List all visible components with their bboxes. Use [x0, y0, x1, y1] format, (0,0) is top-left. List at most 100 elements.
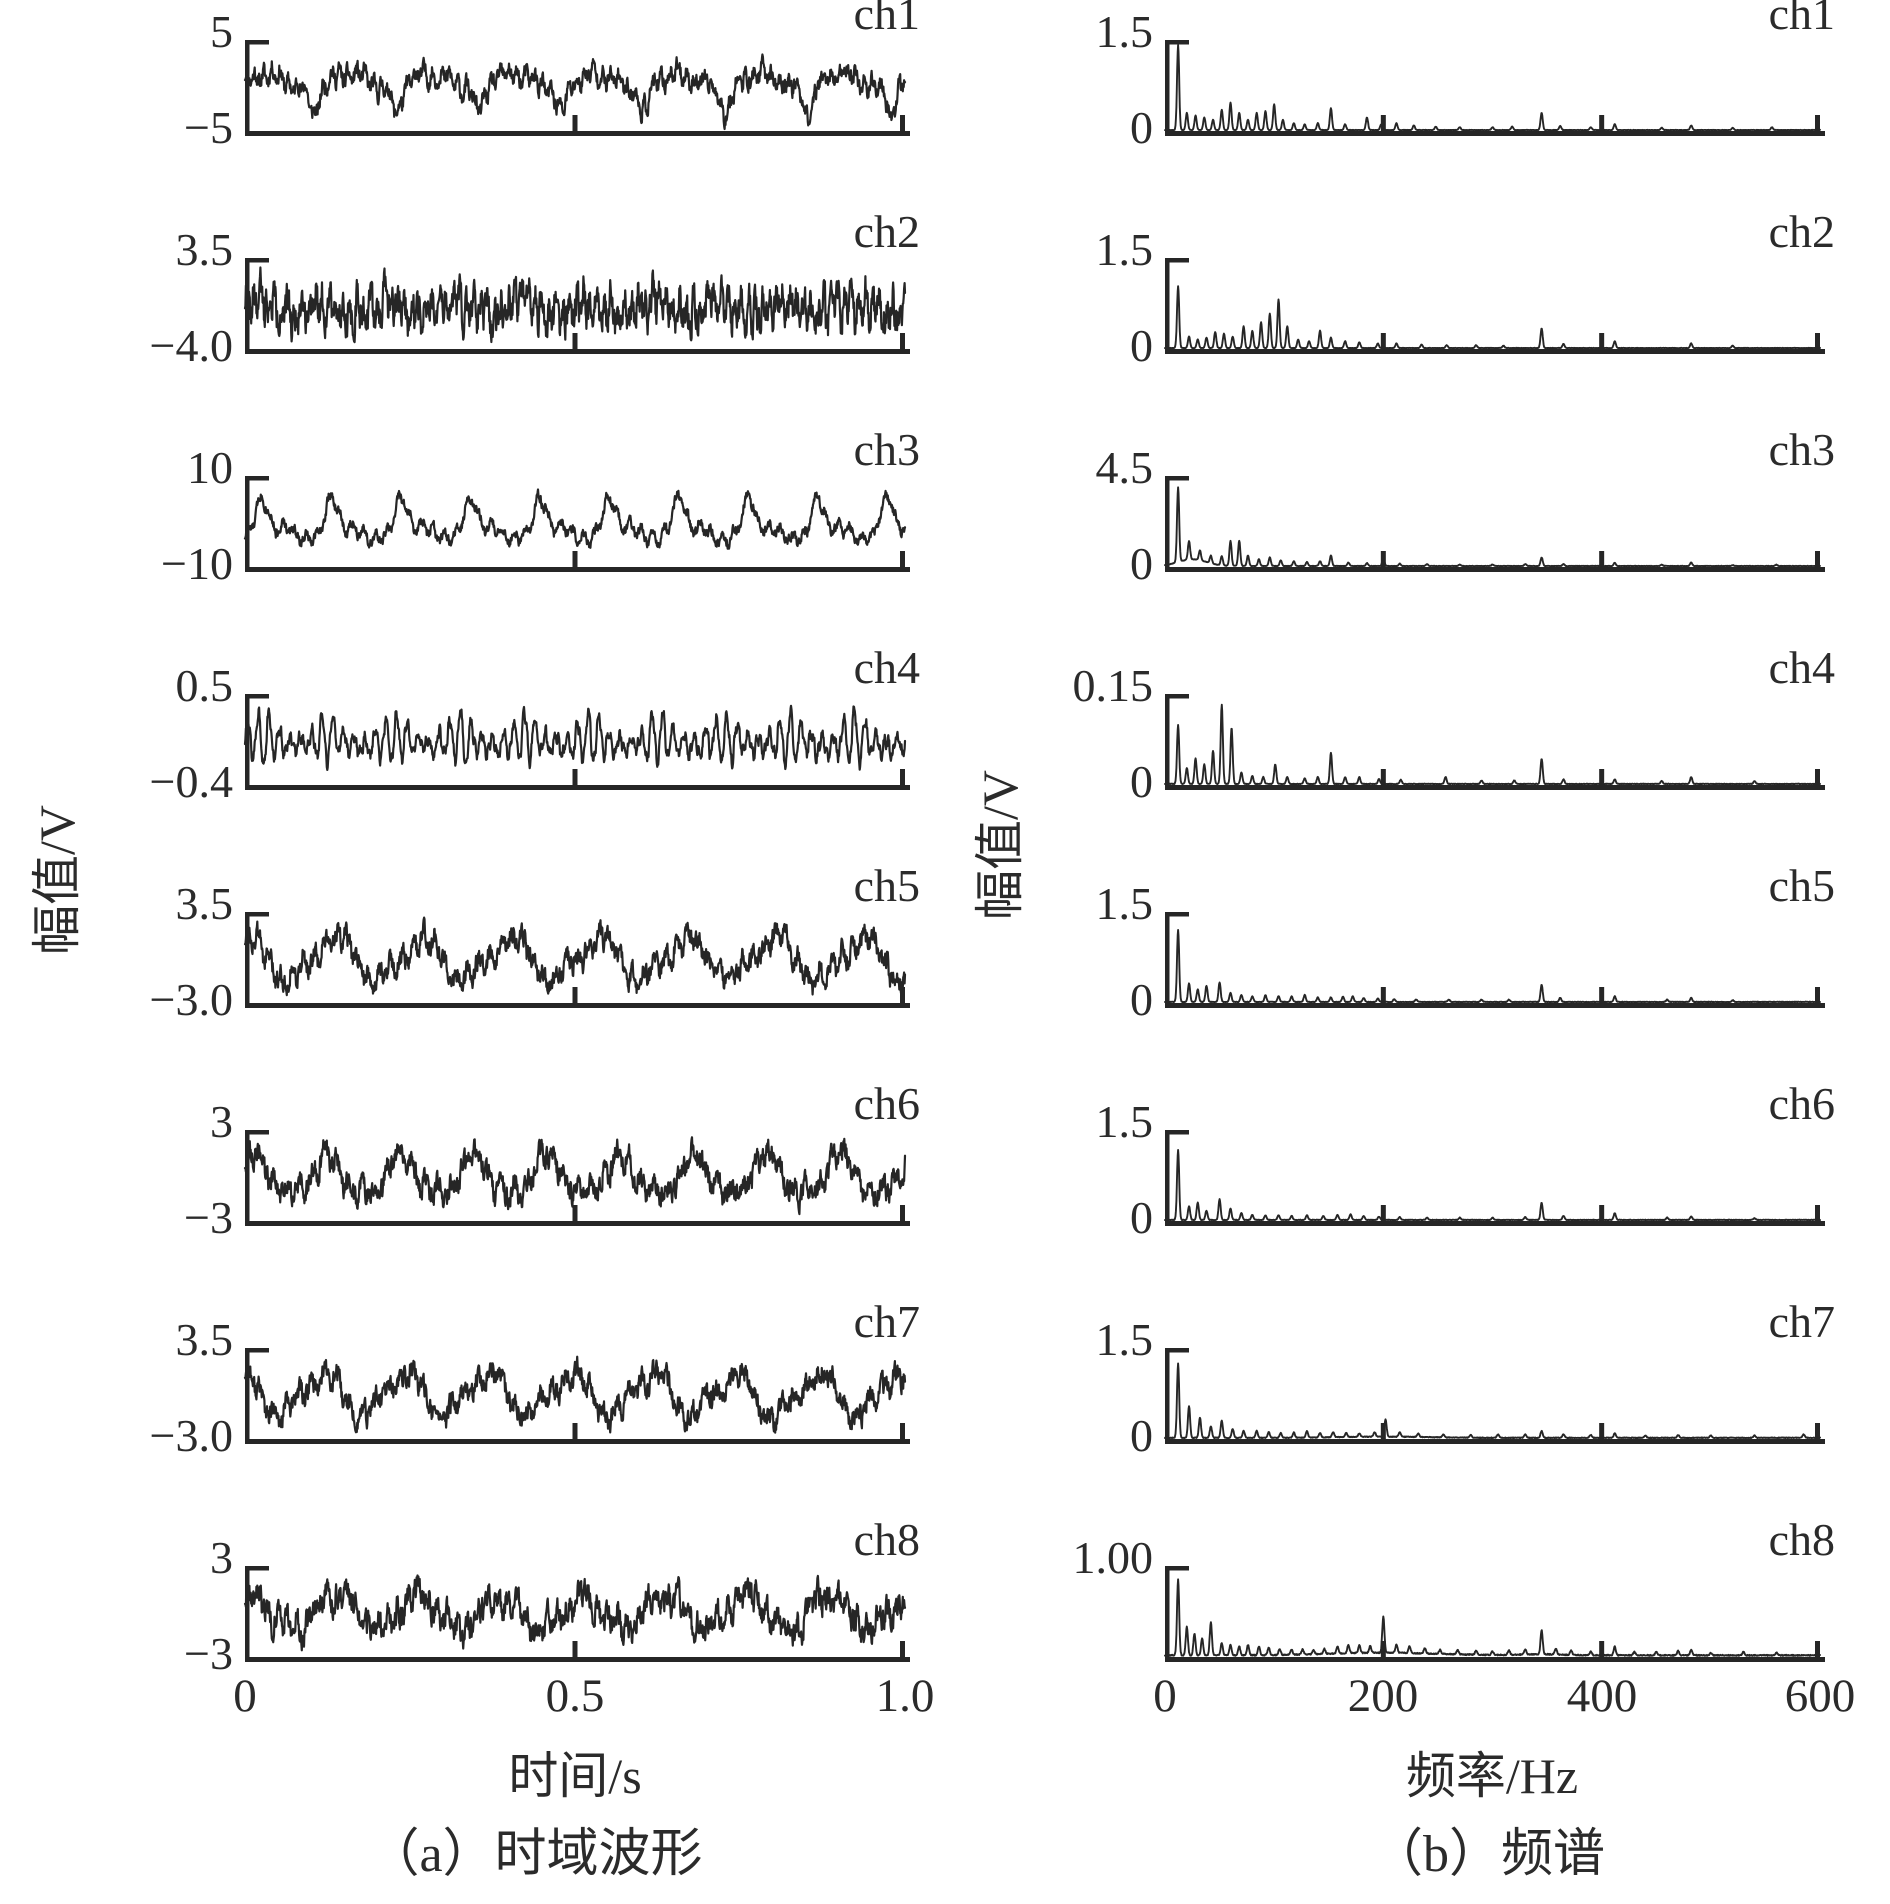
y-max-tick [1165, 258, 1189, 263]
time-x-axis-title: 时间/s [508, 1748, 642, 1804]
x-tick-600 [1815, 769, 1820, 785]
spectrum-ymax-label-ch2: 1.5 [1095, 224, 1154, 275]
y-max-tick [245, 694, 269, 699]
y-max-tick [1165, 694, 1189, 699]
time-channel-label-ch2: ch2 [853, 206, 920, 257]
time-plot-ch1 [243, 40, 910, 136]
x-tick-400 [1599, 551, 1605, 567]
x-tick-200 [1380, 769, 1386, 785]
time-xtick-0: 0 [233, 1670, 257, 1722]
x-tick-200 [1380, 551, 1386, 567]
y-axis-line [1165, 912, 1170, 1008]
x-tick-600 [1815, 333, 1820, 349]
y-axis-line [245, 912, 250, 1008]
x-tick-200 [1380, 1423, 1386, 1439]
x-tick-600 [1815, 1641, 1820, 1657]
x-axis-line [1165, 349, 1825, 354]
spectrum-ymax-label-ch3: 4.5 [1095, 442, 1154, 493]
freq-xtick-600: 600 [1784, 1670, 1856, 1722]
spectrum-channel-label-ch5: ch5 [1768, 860, 1835, 911]
y-max-tick [1165, 40, 1189, 45]
x-tick-400 [1599, 333, 1605, 349]
y-max-tick [1165, 476, 1189, 481]
time-trace-ch5 [243, 916, 907, 997]
x-tick-0.5 [572, 987, 578, 1003]
spectrum-trace-ch7 [1164, 1362, 1821, 1440]
y-max-tick [1165, 1566, 1189, 1571]
x-tick-600 [1815, 1423, 1820, 1439]
spectrum-plot-ch5 [1164, 912, 1825, 1008]
x-tick-400 [1599, 115, 1605, 131]
y-max-tick [245, 1348, 269, 1353]
spectrum-ymax-label-ch6: 1.5 [1095, 1096, 1154, 1147]
time-plot-ch7 [243, 1348, 910, 1444]
x-tick-400 [1599, 987, 1605, 1003]
x-tick-600 [1815, 987, 1820, 1003]
time-ymin-label-ch8: −3 [184, 1628, 233, 1679]
x-tick-0.5 [572, 1423, 578, 1439]
time-plot-ch3 [243, 476, 910, 572]
caption-b: （b）频谱 [1370, 1826, 1605, 1883]
spectrum-ymin-label-ch4: 0 [1130, 756, 1153, 807]
y-max-tick [245, 912, 269, 917]
x-axis-line [1165, 1439, 1825, 1444]
time-plot-ch2 [243, 258, 910, 354]
x-tick-1 [900, 333, 905, 349]
spectrum-trace-ch2 [1164, 285, 1821, 350]
time-ymin-label-ch5: −3.0 [149, 974, 233, 1025]
time-trace-ch6 [243, 1136, 907, 1216]
y-axis-line [1165, 1566, 1170, 1662]
spectrum-trace-ch8 [1164, 1578, 1821, 1657]
y-max-tick [245, 1130, 269, 1135]
y-axis-line [1165, 476, 1170, 572]
y-axis-line [1165, 1130, 1170, 1226]
spectrum-ymax-label-ch8: 1.00 [1072, 1532, 1154, 1583]
x-tick-0.5 [572, 115, 578, 131]
x-tick-400 [1599, 1423, 1605, 1439]
time-channel-label-ch5: ch5 [853, 860, 920, 911]
spectrum-plot-ch8 [1164, 1566, 1825, 1662]
x-axis-line [245, 1221, 910, 1226]
time-channel-label-ch7: ch7 [853, 1296, 920, 1347]
y-axis-line [245, 1348, 250, 1444]
x-tick-200 [1380, 1641, 1386, 1657]
y-axis-line [245, 1566, 250, 1662]
time-channel-label-ch6: ch6 [853, 1078, 920, 1129]
y-max-tick [245, 40, 269, 45]
time-ymax-label-ch1: 5 [210, 6, 233, 57]
time-ymax-label-ch8: 3 [210, 1532, 233, 1583]
spectrum-ymin-label-ch5: 0 [1130, 974, 1153, 1025]
spectrum-ymax-label-ch5: 1.5 [1095, 878, 1154, 929]
time-plot-ch6 [243, 1130, 910, 1226]
x-tick-0.5 [572, 333, 578, 349]
spectrum-channel-label-ch2: ch2 [1768, 206, 1835, 257]
spectrum-channel-label-ch7: ch7 [1768, 1296, 1835, 1347]
freq-x-axis-title: 频率/Hz [1405, 1748, 1579, 1804]
right-y-axis-title: 幅值/V [972, 770, 1028, 920]
time-channel-label-ch3: ch3 [853, 424, 920, 475]
spectrum-plot-ch1 [1164, 40, 1825, 136]
x-tick-200 [1380, 115, 1386, 131]
spectrum-channel-label-ch8: ch8 [1768, 1514, 1835, 1565]
time-ymax-label-ch4: 0.5 [175, 660, 234, 711]
spectrum-channel-label-ch3: ch3 [1768, 424, 1835, 475]
spectrum-plot-ch7 [1164, 1348, 1825, 1444]
spectrum-channel-label-ch1: ch1 [1768, 0, 1835, 39]
time-ymax-label-ch6: 3 [210, 1096, 233, 1147]
x-tick-0.5 [572, 1641, 578, 1657]
x-tick-200 [1380, 333, 1386, 349]
x-tick-600 [1815, 1205, 1820, 1221]
spectrum-ymin-label-ch2: 0 [1130, 320, 1153, 371]
spectrum-ymax-label-ch4: 0.15 [1072, 660, 1154, 711]
x-tick-1 [900, 1205, 905, 1221]
x-axis-line [1165, 1221, 1825, 1226]
spectrum-ymin-label-ch3: 0 [1130, 538, 1153, 589]
spectrum-trace-ch5 [1164, 928, 1821, 1004]
x-tick-0.5 [572, 1205, 578, 1221]
x-tick-400 [1599, 1205, 1605, 1221]
x-tick-1 [900, 551, 905, 567]
x-axis-line [245, 1003, 910, 1008]
x-axis-line [245, 1439, 910, 1444]
y-max-tick [1165, 1348, 1189, 1353]
y-axis-line [1165, 258, 1170, 354]
